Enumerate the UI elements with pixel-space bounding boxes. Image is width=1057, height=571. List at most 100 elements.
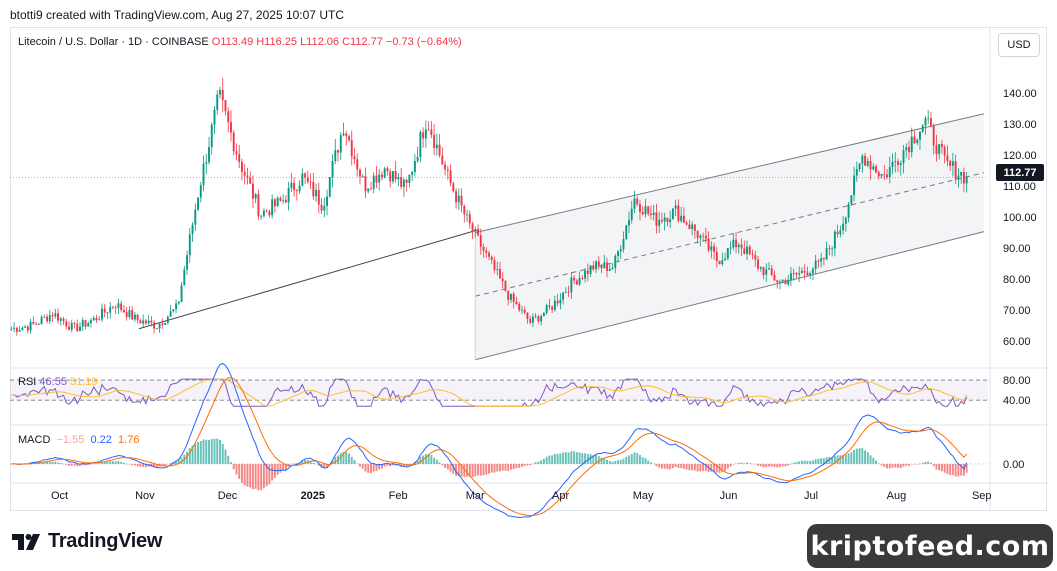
macd-histogram-bar (411, 463, 414, 465)
macd-histogram-bar (348, 453, 350, 464)
macd-histogram-bar (383, 463, 386, 467)
candle-body (842, 223, 845, 231)
candle-body (776, 280, 779, 283)
macd-histogram-bar (737, 462, 740, 464)
candle-body (894, 161, 897, 163)
macd-histogram-bar (356, 463, 359, 465)
macd-histogram-bar (699, 463, 702, 472)
macd-histogram-bar (652, 463, 655, 465)
candle-body (655, 212, 658, 226)
macd-histogram-bar (73, 463, 76, 466)
candle-body (499, 269, 501, 279)
macd-histogram-bar (570, 451, 573, 464)
macd-histogram-bar (776, 463, 779, 468)
time-tick-label: Aug (887, 490, 907, 502)
candle-body (59, 318, 62, 321)
last-price-tag: 112.77 (996, 164, 1044, 181)
currency-button[interactable]: USD (998, 33, 1040, 57)
macd-histogram-bar (754, 463, 757, 465)
candle-body (556, 300, 559, 304)
candle-body (724, 258, 727, 261)
candle-body (238, 154, 241, 163)
macd-histogram-bar (833, 455, 836, 464)
macd-histogram-bar (649, 462, 652, 464)
macd-histogram-bar (781, 463, 784, 467)
candle-body (348, 136, 350, 141)
candle-body (496, 269, 499, 270)
candle-body (713, 246, 716, 252)
macd-histogram-bar (608, 460, 611, 464)
macd-histogram-bar (872, 457, 875, 464)
macd-line (11, 362, 968, 519)
candle-body (704, 235, 707, 239)
macd-histogram-bar (471, 463, 474, 478)
candle-body (798, 273, 801, 275)
channel-lower-line (475, 231, 985, 361)
macd-histogram-bar (70, 463, 73, 466)
macd-histogram-bar (240, 463, 243, 483)
candle-body (751, 254, 754, 256)
candle-body (125, 312, 128, 318)
macd-histogram-bar (831, 457, 834, 464)
macd-histogram-bar (567, 452, 570, 464)
candle-body (180, 285, 183, 302)
macd-histogram-bar (155, 463, 158, 468)
candle-body (345, 133, 348, 137)
macd-line-value: 0.22 (90, 434, 112, 446)
price-tick-label: 110.00 (1003, 181, 1036, 193)
candle-body (408, 174, 411, 184)
tradingview-logo[interactable]: TradingView (12, 530, 162, 553)
macd-histogram-bar (691, 463, 694, 471)
candle-body (81, 320, 84, 327)
candle-body (122, 310, 125, 313)
candle-body (847, 204, 850, 218)
macd-histogram-bar (367, 463, 370, 473)
macd-histogram-bar (685, 463, 688, 470)
macd-histogram-bar (875, 460, 878, 464)
candle-body (35, 324, 38, 325)
macd-histogram-bar (427, 453, 430, 464)
candle-body (886, 174, 888, 178)
candle-body (658, 219, 661, 226)
candle-body (625, 225, 628, 240)
macd-histogram-bar (902, 463, 905, 467)
candle-body (92, 318, 95, 321)
macd-histogram-bar (490, 463, 493, 473)
candle-body (331, 161, 334, 178)
macd-histogram-bar (877, 463, 880, 464)
candle-body (628, 220, 630, 226)
candle-body (21, 327, 24, 331)
candle-body (202, 163, 205, 186)
candle-body (866, 160, 869, 166)
candle-body (309, 181, 312, 183)
macd-histogram-bar (509, 463, 512, 470)
candle-body (540, 316, 543, 322)
macd-histogram-bar (186, 451, 189, 464)
candle-body (433, 134, 436, 148)
candle-body (164, 322, 167, 325)
candle-body (232, 132, 235, 152)
candle-body (15, 327, 18, 332)
macd-histogram-bar (43, 461, 46, 464)
chart-frame[interactable] (10, 27, 1047, 511)
rsi-value: 46.55 (39, 376, 67, 388)
candle-body (617, 251, 619, 257)
macd-histogram-bar (894, 463, 897, 468)
macd-histogram-bar (779, 463, 781, 468)
macd-histogram-bar (512, 463, 515, 470)
macd-histogram-bar (529, 463, 532, 466)
macd-histogram-bar (688, 463, 691, 471)
macd-histogram-bar (636, 452, 639, 464)
macd-histogram-bar (768, 463, 770, 467)
support-trendline (138, 229, 480, 330)
macd-histogram-bar (628, 455, 630, 464)
macd-histogram-bar (191, 445, 194, 464)
candle-body (531, 316, 534, 323)
macd-histogram-bar (48, 461, 51, 464)
candle-body (183, 269, 186, 286)
macd-histogram-bar (243, 463, 246, 486)
macd-histogram-bar (814, 459, 817, 464)
macd-histogram-bar (180, 457, 183, 464)
macd-histogram-bar (746, 462, 748, 464)
